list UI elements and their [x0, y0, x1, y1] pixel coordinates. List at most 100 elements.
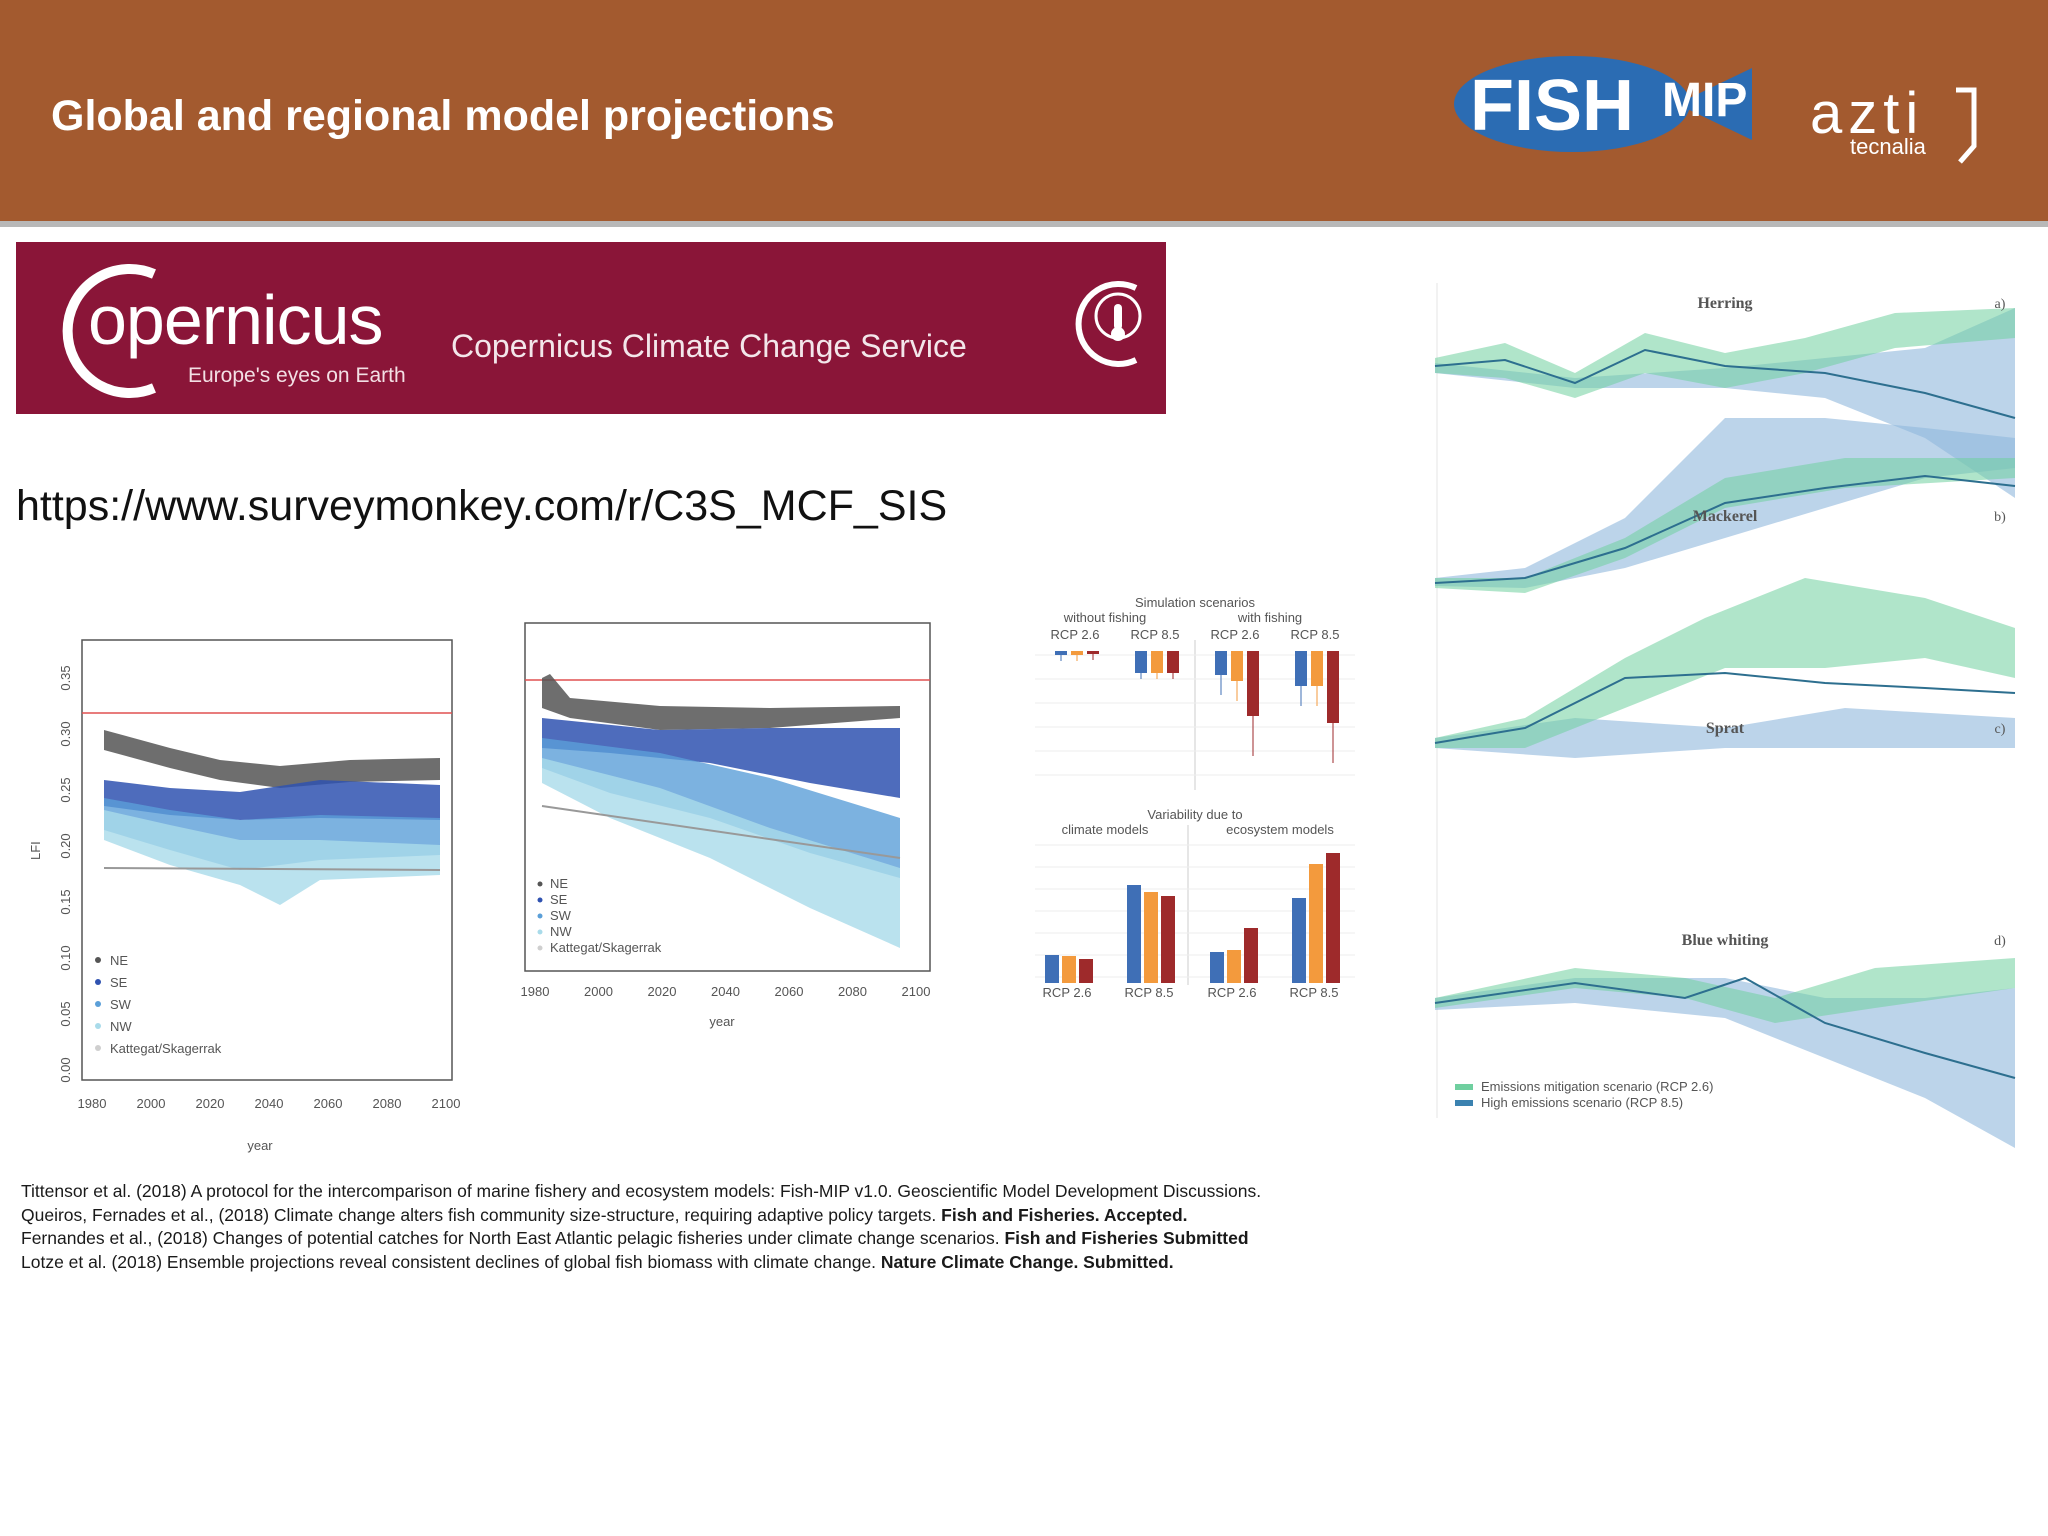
- species-band-rcp26: [1435, 578, 2015, 748]
- scenarios-top-cat-label: RCP 8.5: [1291, 627, 1340, 642]
- scenarios-bottom-title: Variability due to: [1147, 807, 1242, 822]
- survey-link[interactable]: https://www.surveymonkey.com/r/C3S_MCF_S…: [16, 482, 948, 530]
- regions-xlabel: year: [709, 1014, 735, 1029]
- scenarios-top-bar: [1231, 651, 1243, 681]
- scenarios-bottom-bar: [1292, 898, 1306, 983]
- lfi-legend-label: Kattegat/Skagerrak: [110, 1041, 222, 1056]
- lfi-kattegat-line: [103, 867, 441, 871]
- lfi-xtick-label: 2060: [314, 1096, 343, 1111]
- lfi-xtick-label: 2100: [432, 1096, 461, 1111]
- regions-xtick-label: 2040: [711, 984, 740, 999]
- species-legend-rcp85: High emissions scenario (RCP 8.5): [1481, 1095, 1683, 1110]
- regions-ne-band: [542, 674, 900, 730]
- lfi-legend-label: SW: [110, 997, 132, 1012]
- slide-title: Global and regional model projections: [51, 92, 835, 140]
- scenarios-top-bar: [1071, 651, 1083, 655]
- scenarios-top-cat-label: RCP 2.6: [1051, 627, 1100, 642]
- lfi-xtick-label: 1980: [78, 1096, 107, 1111]
- species-legend-rcp26: Emissions mitigation scenario (RCP 2.6): [1481, 1079, 1713, 1094]
- reference-4-journal: Nature Climate Change. Submitted.: [880, 1251, 1174, 1272]
- scenarios-bottom-cat-label: RCP 2.6: [1043, 985, 1092, 1000]
- scenarios-bottom-group-1: climate models: [1062, 822, 1149, 837]
- lfi-ytick-label: 0.25: [58, 777, 73, 802]
- lfi-legend-marker: [95, 979, 101, 985]
- lfi-ytick-label: 0.30: [58, 721, 73, 746]
- scenarios-bottom-cat-label: RCP 8.5: [1125, 985, 1174, 1000]
- scenarios-top-bar: [1151, 651, 1163, 673]
- regions-legend-label: SE: [550, 892, 568, 907]
- scenarios-top-bar: [1295, 651, 1307, 686]
- scenarios-top-bar: [1327, 651, 1339, 723]
- regions-se-band: [542, 718, 900, 798]
- regions-xtick-label: 2080: [838, 984, 867, 999]
- regions-legend-label: NE: [550, 876, 568, 891]
- regions-xticks: 1980 2000 2020 2040 2060 2080 2100: [521, 984, 931, 999]
- species-band-rcp26: [1435, 308, 2015, 398]
- scenarios-bottom-bar: [1045, 955, 1059, 983]
- scenarios-group-2: with fishing: [1237, 610, 1302, 625]
- scenarios-top-cat-label: RCP 2.6: [1211, 627, 1260, 642]
- scenarios-top-bar: [1311, 651, 1323, 686]
- lfi-legend-label: NW: [110, 1019, 132, 1034]
- lfi-legend-marker: [95, 957, 101, 963]
- azti-subtitle: tecnalia: [1850, 134, 1926, 159]
- copernicus-service-name: Copernicus Climate Change Service: [451, 328, 967, 364]
- lfi-ytick-label: 0.35: [58, 665, 73, 690]
- lfi-ytick-label: 0.00: [58, 1057, 73, 1082]
- scenarios-bottom-bar: [1244, 928, 1258, 983]
- lfi-ylabel: LFI: [28, 841, 43, 860]
- lfi-legend-marker: [95, 1045, 101, 1051]
- regions-xtick-label: 2060: [775, 984, 804, 999]
- regions-legend-marker: [537, 881, 543, 887]
- scenarios-top-bar: [1167, 651, 1179, 673]
- species-band-rcp26: [1435, 458, 2015, 593]
- scenarios-bottom-bar: [1161, 896, 1175, 983]
- reference-3-text: Fernandes et al., (2018) Changes of pote…: [21, 1228, 1005, 1248]
- species-band-rcp26: [1435, 958, 2015, 1023]
- species-panel-title: Sprat: [1706, 720, 1745, 737]
- copernicus-wordmark: C opernicus: [88, 280, 384, 360]
- regions-legend-marker: [537, 913, 543, 919]
- azti-logo: azti: [1810, 81, 1925, 146]
- regions-xtick-label: 2100: [902, 984, 931, 999]
- lfi-se-band: [104, 780, 440, 820]
- lfi-legend-label: SE: [110, 975, 128, 990]
- scenarios-bottom-bars: RCP 2.6 RCP 8.5 RCP 2.6 RCP 8.5: [1035, 844, 1355, 1000]
- references: Tittensor et al. (2018) A protocol for t…: [21, 1180, 1261, 1274]
- scenario-bar-charts: Simulation scenarios without fishing wit…: [1035, 595, 1355, 1000]
- reference-3: Fernandes et al., (2018) Changes of pote…: [21, 1227, 1261, 1251]
- species-legend-swatch-rcp26: [1455, 1084, 1473, 1090]
- regions-legend-marker: [537, 945, 543, 951]
- lfi-legend-marker: [95, 1023, 101, 1029]
- fishmip-logo: FISH MIP: [1454, 56, 1752, 152]
- scenarios-bottom-bar: [1326, 853, 1340, 983]
- species-panel-tag: c): [1995, 722, 2006, 737]
- reference-2-text: Queiros, Fernades et al., (2018) Climate…: [21, 1204, 942, 1225]
- regions-nw-band: [542, 758, 900, 948]
- species-legend: Emissions mitigation scenario (RCP 2.6) …: [1455, 1079, 1713, 1110]
- lfi-legend-marker: [95, 1001, 101, 1007]
- scenarios-top-cat-label: RCP 8.5: [1131, 627, 1180, 642]
- copernicus-arc-icon: [62, 264, 156, 398]
- copernicus-banner[interactable]: C opernicus Europe's eyes on Earth Coper…: [16, 242, 1166, 414]
- regions-kattegat-line: [541, 805, 901, 859]
- lfi-chart: LFI 0.00 0.05 0.10 0.15 0.20 0.25 0.30 0.35 198…: [28, 639, 461, 1153]
- species-band-rcp85: [1435, 308, 2015, 498]
- scenarios-top-title: Simulation scenarios: [1135, 595, 1255, 610]
- regions-legend-marker: [537, 897, 543, 903]
- thermometer-cloud-icon: [1075, 281, 1142, 367]
- regions-chart: 1980 2000 2020 2040 2060 2080 2100 NESESWNWKat…: [521, 622, 931, 1029]
- species-panel-tag: a): [1995, 297, 2006, 312]
- reference-1-text: Tittensor et al. (2018) A protocol for t…: [21, 1181, 1262, 1201]
- lfi-xtick-label: 2020: [196, 1096, 225, 1111]
- species-mean-line: [1434, 671, 2016, 744]
- regions-legend-marker: [537, 929, 543, 935]
- species-panel-title: Herring: [1697, 295, 1752, 312]
- scenarios-bottom-bar: [1227, 950, 1241, 983]
- species-legend-swatch-rcp85: [1455, 1100, 1473, 1106]
- scenarios-top-bar: [1215, 651, 1227, 675]
- lfi-xlabel: year: [247, 1138, 273, 1153]
- fishmip-word2: MIP: [1662, 74, 1747, 127]
- species-panel-title: Blue whiting: [1682, 932, 1769, 949]
- scenarios-bottom-bar: [1079, 959, 1093, 983]
